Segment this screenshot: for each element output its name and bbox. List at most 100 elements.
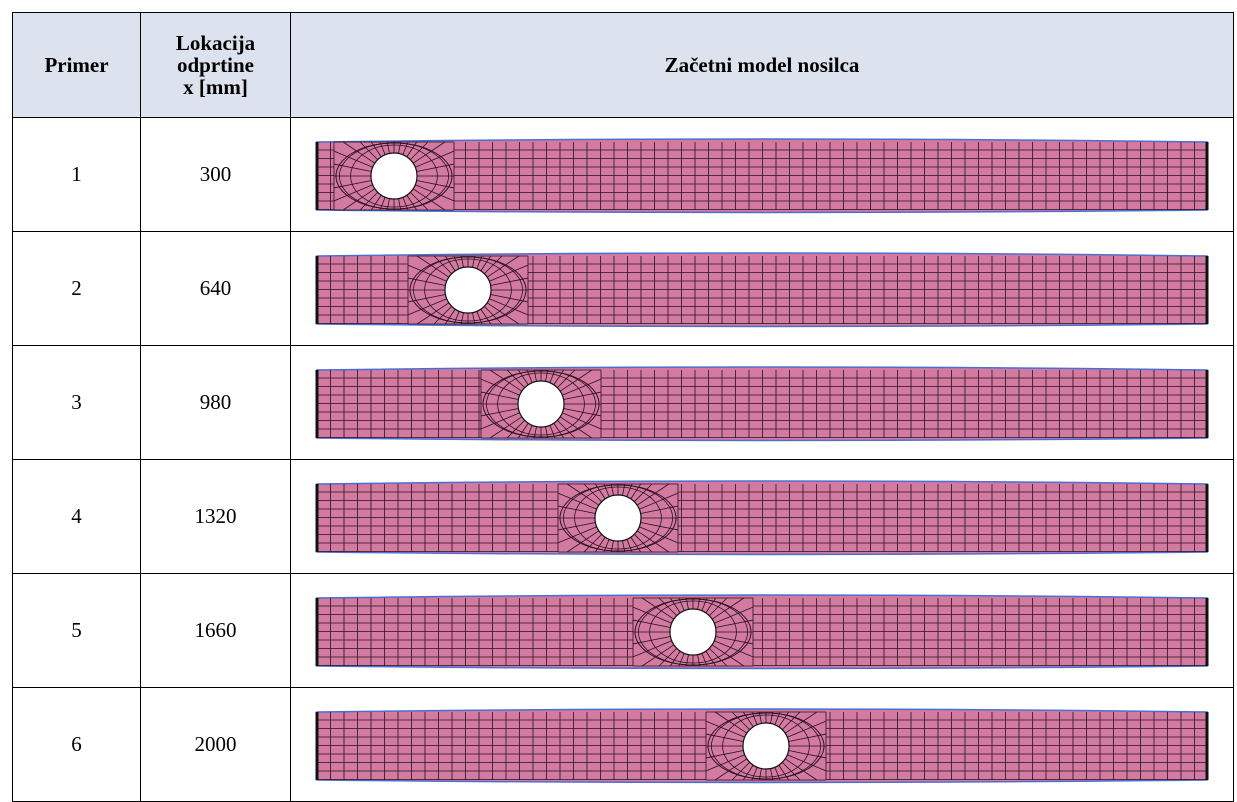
mesh xyxy=(751,711,758,725)
mesh xyxy=(517,422,529,438)
row: 2 640 xyxy=(12,231,1234,346)
mesh xyxy=(711,643,745,666)
mesh xyxy=(486,301,520,324)
mesh xyxy=(708,597,728,616)
hole xyxy=(444,265,492,314)
mesh xyxy=(714,711,748,734)
mesh xyxy=(788,733,827,742)
mesh xyxy=(751,766,758,780)
cell: 1660 xyxy=(140,573,291,688)
mesh xyxy=(316,369,1207,438)
mesh xyxy=(770,767,774,780)
mesh xyxy=(583,533,603,552)
hole xyxy=(594,493,642,542)
mesh xyxy=(758,767,762,780)
mesh xyxy=(705,650,717,666)
mesh xyxy=(658,597,678,616)
mesh xyxy=(472,311,476,324)
mesh xyxy=(715,635,754,644)
mesh xyxy=(370,141,382,157)
mesh xyxy=(489,415,523,438)
mesh xyxy=(506,369,526,388)
beam-model xyxy=(315,365,1209,441)
image-cell xyxy=(290,345,1234,460)
mesh xyxy=(517,369,529,385)
mesh xyxy=(483,255,503,274)
mesh xyxy=(407,264,447,282)
mesh xyxy=(460,311,464,324)
mesh xyxy=(402,141,409,155)
mesh xyxy=(641,643,675,666)
mesh xyxy=(610,483,614,496)
row: 1 300 xyxy=(12,117,1234,232)
mesh xyxy=(697,653,701,666)
mesh xyxy=(549,369,556,383)
mesh xyxy=(774,711,781,725)
mesh xyxy=(490,277,529,286)
hole xyxy=(370,151,418,200)
mesh xyxy=(433,305,453,324)
mesh xyxy=(526,369,533,383)
mesh xyxy=(784,711,818,734)
mesh xyxy=(705,597,717,613)
mesh xyxy=(557,521,596,530)
mesh xyxy=(489,369,523,392)
mesh xyxy=(705,720,745,738)
mesh xyxy=(685,597,689,610)
image-cell xyxy=(290,231,1234,346)
mesh xyxy=(630,483,642,499)
mesh xyxy=(483,305,503,324)
mesh xyxy=(416,255,450,278)
mesh xyxy=(678,652,685,666)
mesh xyxy=(636,483,670,506)
mesh xyxy=(480,378,520,396)
mesh xyxy=(557,492,597,510)
mesh xyxy=(342,141,376,164)
beam-model xyxy=(315,707,1209,783)
mesh xyxy=(316,483,1207,552)
mesh xyxy=(636,529,670,552)
mesh xyxy=(407,277,446,286)
mesh xyxy=(711,597,745,620)
mesh xyxy=(632,635,671,644)
beam-model xyxy=(315,137,1209,213)
mesh xyxy=(626,483,633,497)
mesh xyxy=(415,183,455,201)
cell: 2 xyxy=(12,231,141,346)
mesh xyxy=(774,766,781,780)
mesh xyxy=(415,150,455,168)
mesh xyxy=(559,369,593,392)
mesh xyxy=(705,749,744,758)
mesh xyxy=(563,407,602,416)
mesh xyxy=(632,639,672,657)
mesh xyxy=(412,187,446,210)
mesh xyxy=(406,141,418,157)
mesh xyxy=(506,419,526,438)
beam-model xyxy=(315,251,1209,327)
mesh xyxy=(460,255,464,268)
mesh xyxy=(556,369,576,388)
cell: 980 xyxy=(140,345,291,460)
beam-model xyxy=(315,593,1209,669)
mesh xyxy=(770,711,774,724)
mesh xyxy=(633,483,653,502)
cell: 640 xyxy=(140,231,291,346)
mesh xyxy=(705,753,745,771)
mesh xyxy=(701,597,708,611)
mesh xyxy=(669,650,681,666)
cell: 2000 xyxy=(140,687,291,802)
mesh xyxy=(610,539,614,552)
mesh xyxy=(603,538,610,552)
mesh xyxy=(632,606,672,624)
mesh xyxy=(370,194,382,210)
mesh xyxy=(398,141,402,154)
hole xyxy=(517,379,565,428)
mesh xyxy=(622,539,626,552)
mesh xyxy=(407,297,447,315)
mesh xyxy=(556,419,576,438)
mesh xyxy=(784,757,818,780)
mesh xyxy=(731,711,751,730)
mesh xyxy=(386,141,390,154)
mesh xyxy=(333,183,373,201)
mesh xyxy=(333,163,372,172)
